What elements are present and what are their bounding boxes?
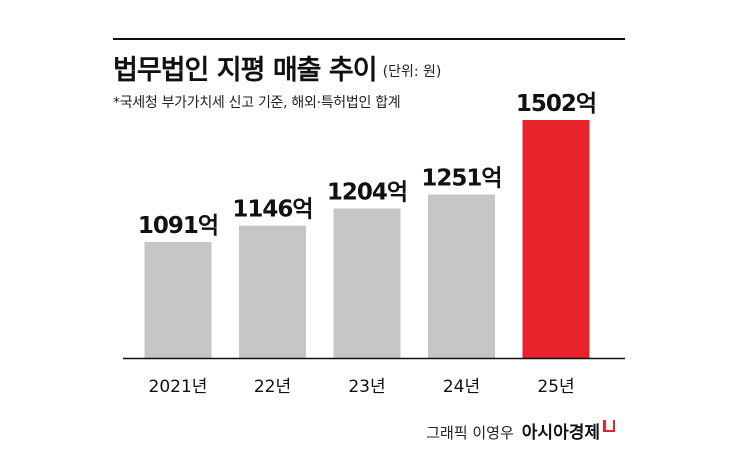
bar-1 <box>239 225 306 358</box>
data-label-4: 1502억 <box>516 91 596 117</box>
data-label-2: 1204억 <box>327 179 407 205</box>
labels-group: 1091억 2021년 1146억 22년 1204억 23년 1251억 24년 1502억 2… <box>138 91 597 397</box>
footer: 그래픽 이영우 아시아경제 <box>426 418 615 443</box>
x-tick-label-3: 24년 <box>443 377 480 397</box>
x-tick-label-1: 22년 <box>254 377 291 397</box>
brand-logo: 아시아경제 <box>521 423 600 443</box>
x-tick-label-0: 2021년 <box>149 377 208 397</box>
unit-note: (단위: 원) <box>382 64 442 80</box>
graphic-credit: 그래픽 이영우 <box>426 424 514 442</box>
brand-mark-icon <box>603 420 615 432</box>
data-label-3: 1251억 <box>421 165 501 191</box>
bars-group <box>144 120 590 358</box>
x-tick-label-2: 23년 <box>348 377 385 397</box>
title-row: 법무법인 지평 매출 추이 (단위: 원) <box>113 48 441 87</box>
x-tick-label-4: 25년 <box>537 377 574 397</box>
bar-2 <box>333 208 401 358</box>
title-rule <box>113 38 625 40</box>
data-label-0: 1091억 <box>138 213 218 239</box>
footnote: *국세청 부가가치세 신고 기준, 해외·특허법인 합계 <box>113 95 401 111</box>
bar-0 <box>144 241 212 358</box>
chart-title: 법무법인 지평 매출 추이 <box>113 55 378 86</box>
data-label-1: 1146억 <box>232 197 312 223</box>
bar-4 <box>522 120 590 358</box>
bar-3 <box>428 194 495 358</box>
